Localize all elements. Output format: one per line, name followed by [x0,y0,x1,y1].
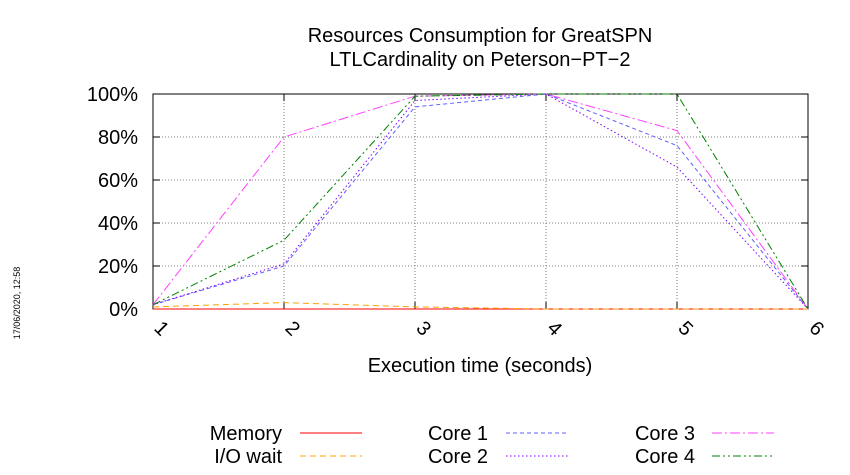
series-line-core-2 [152,93,809,310]
timestamp: 17/06/2020, 12:58 [12,267,22,340]
y-tick-label: 60% [98,170,138,192]
legend-item: Core 4 [635,446,774,468]
y-tick-label: 100% [87,84,138,106]
x-axis-label: Execution time (seconds) [368,355,593,377]
legend-label: Core 2 [428,446,488,468]
chart-subtitle: LTLCardinality on Peterson−PT−2 [330,49,631,71]
x-tick-labels: 1 2 3 4 5 6 [150,317,828,340]
x-tick-label: 3 [412,317,435,340]
chart-title: Resources Consumption for GreatSPN [308,25,653,47]
legend-label: Memory [210,423,282,445]
x-tick-label: 4 [543,317,566,340]
x-tick-label: 5 [674,317,697,340]
plot-frame [152,93,809,310]
legend-item: Core 2 [428,446,568,468]
x-tick-label: 1 [150,317,173,340]
series-line-core-4 [152,93,809,310]
legend-item: Core 3 [635,423,774,445]
series-line-core-1 [152,93,809,310]
legend-item: Memory [210,423,362,445]
series-line-i-o-wait [152,302,808,310]
x-tick-label: 6 [805,317,828,340]
axes [152,93,809,310]
series-line-core-3 [152,93,809,310]
series-lines [152,93,809,310]
legend-label: I/O wait [214,446,282,468]
legend-label: Core 1 [428,423,488,445]
legend-label: Core 4 [635,446,695,468]
y-tick-label: 80% [98,127,138,149]
y-tick-label: 20% [98,256,138,278]
legend-item: Core 1 [428,423,568,445]
y-tick-label: 40% [98,213,138,235]
legend-item: I/O wait [214,446,362,468]
legend-label: Core 3 [635,423,695,445]
grid [153,94,808,309]
y-tick-labels: 0% 20% 40% 60% 80% 100% [87,84,138,321]
x-tick-label: 2 [281,317,304,340]
y-tick-label: 0% [109,299,138,321]
